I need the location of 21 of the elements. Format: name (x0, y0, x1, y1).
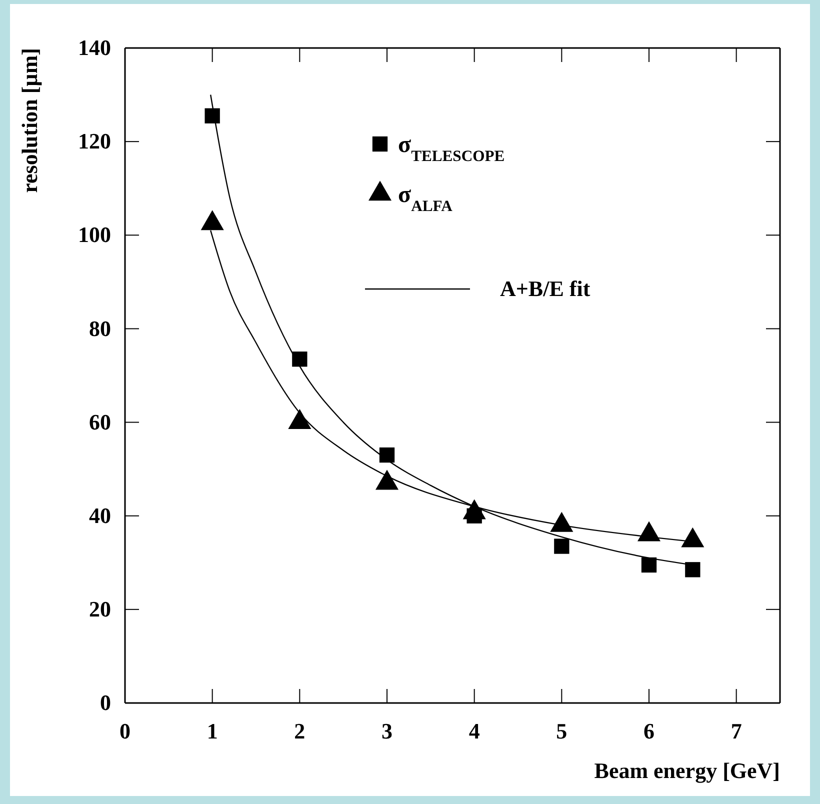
x-tick-label: 5 (556, 718, 568, 744)
legend-label: A+B/E fit (500, 276, 591, 301)
y-tick-label: 20 (89, 596, 111, 622)
y-tick-label: 100 (78, 222, 111, 248)
y-tick-label: 40 (89, 502, 111, 528)
x-tick-label: 4 (468, 718, 480, 744)
x-tick-label: 2 (294, 718, 306, 744)
y-axis-title: resolution [µm] (17, 48, 42, 193)
x-tick-label: 1 (206, 718, 218, 744)
y-tick-label: 0 (100, 690, 111, 716)
legend-label: σ$_{ALFA}$ (398, 182, 454, 214)
y-tick-label: 140 (78, 35, 111, 60)
x-tick-label: 3 (382, 718, 392, 744)
x-tick-label: 7 (730, 718, 742, 744)
y-tick-label: 80 (89, 316, 111, 341)
x-tick-label: 6 (644, 718, 654, 744)
x-axis-title: Beam energy [GeV] (594, 758, 780, 783)
y-tick-label: 60 (89, 409, 111, 434)
x-tick-label: 0 (120, 718, 130, 744)
legend-label: σ$_{TELESCOPE}$ (398, 132, 505, 164)
y-tick-label: 120 (78, 128, 111, 154)
